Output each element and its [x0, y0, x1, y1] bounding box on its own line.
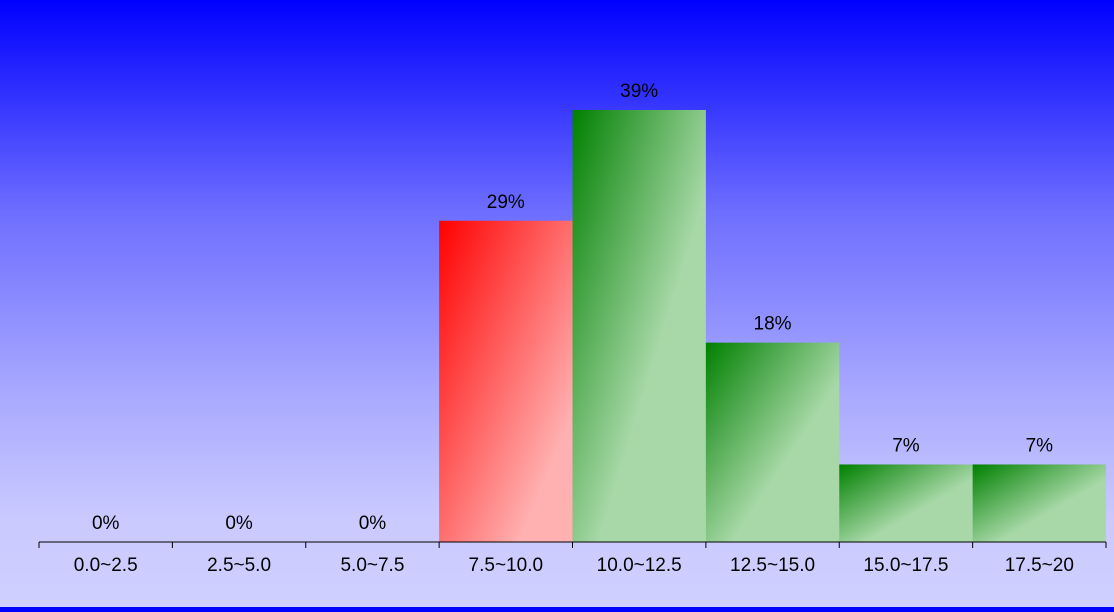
x-axis: 0.0~2.5 2.5~5.0 5.0~7.5 7.5~10.0 10.0~12.5 12…: [38, 541, 1107, 576]
x-tick-label-15.0~17.5: 15.0~17.5: [863, 555, 948, 576]
x-tick-label-10.0~12.5: 10.0~12.5: [597, 555, 682, 576]
data-label-17.5~20: 7%: [1026, 435, 1054, 456]
data-label-10.0~12.5: 39%: [620, 81, 658, 102]
data-label-12.5~15.0: 18%: [754, 314, 792, 335]
x-tick-label-2.5~5.0: 2.5~5.0: [207, 555, 271, 576]
bar-17.5~20: [972, 464, 1107, 542]
bar-15.0~17.5: [839, 464, 973, 542]
bar-7.5~10.0: [439, 220, 573, 542]
data-label-15.0~17.5: 7%: [892, 435, 920, 456]
data-labels-layer: 0% 0% 0% 29% 39% 18% 7% 7%: [92, 81, 1053, 534]
data-label-2.5~5.0: 0%: [225, 513, 253, 534]
x-tick-label-5.0~7.5: 5.0~7.5: [340, 555, 404, 576]
bar-12.5~15.0: [705, 342, 840, 542]
data-label-0.0~2.5: 0%: [92, 513, 120, 534]
bar-10.0~12.5: [572, 110, 706, 542]
x-tick-label-17.5~20: 17.5~20: [1005, 555, 1074, 576]
bars-layer: [439, 110, 1107, 542]
x-tick-label-7.5~10.0: 7.5~10.0: [469, 555, 544, 576]
x-tick-label-0.0~2.5: 0.0~2.5: [74, 555, 138, 576]
data-label-7.5~10.0: 29%: [487, 192, 525, 213]
x-tick-label-12.5~15.0: 12.5~15.0: [730, 555, 815, 576]
data-label-5.0~7.5: 0%: [359, 513, 387, 534]
